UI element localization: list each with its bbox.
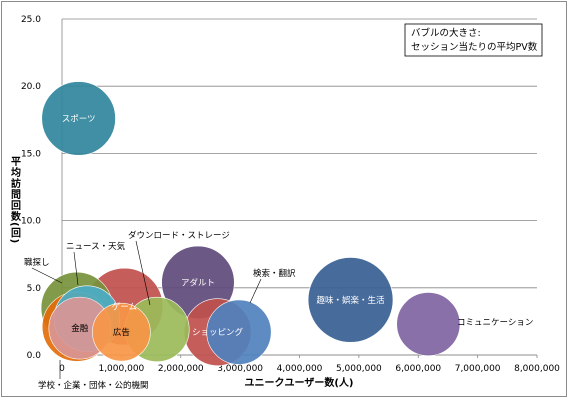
- x-tick-label: 3,000,000: [217, 364, 263, 374]
- size-legend-line-1: バブルの大きさ:: [411, 27, 481, 39]
- y-tick-label: 0.0: [27, 351, 42, 361]
- x-tick-label: 2,000,000: [158, 364, 204, 374]
- bubbles: [40, 81, 461, 366]
- y-tick-label: 5.0: [27, 284, 42, 294]
- leader-line-7: [135, 240, 151, 306]
- x-tick-label: 6,000,000: [395, 364, 441, 374]
- bubble-9: [206, 299, 272, 365]
- x-tick-label: 4,000,000: [277, 364, 323, 374]
- bubble-label-3: ニュース・天気: [66, 241, 126, 252]
- x-axis-title: ユニークユーザー数(人): [245, 376, 354, 389]
- bubble-label-5: 金融: [71, 323, 89, 334]
- bubble-label-7: ダウンロード・ストレージ: [128, 230, 230, 241]
- x-tick-label: 1,000,000: [98, 364, 144, 374]
- bubble-label-12: コミュニケーション: [457, 318, 533, 328]
- bubble-label-10: ショッピング: [192, 327, 244, 338]
- size-legend-note: バブルの大きさ: セッション当たりの平均PV数: [404, 23, 543, 57]
- size-legend-box: [404, 23, 543, 57]
- bubble-label-2: 学校・企業・団体・公的機関: [38, 380, 149, 391]
- bubble-label-11: 趣味・娯楽・生活: [317, 295, 386, 306]
- leader-lines: [31, 240, 262, 379]
- bubble-6: [92, 302, 151, 362]
- bubble-label-8: アダルト: [181, 277, 215, 288]
- x-tick-label: 8,000,000: [514, 364, 560, 374]
- y-tick-label: 10.0: [21, 217, 41, 227]
- y-tick-label: 25.0: [21, 15, 41, 25]
- leader-line-9: [249, 278, 262, 304]
- bubble-label-9: 検索・翻訳: [253, 268, 296, 279]
- x-tick-label: 0: [59, 364, 65, 374]
- leader-line-1: [31, 267, 63, 284]
- x-tick-label: 7,000,000: [455, 364, 501, 374]
- x-tick-label: 5,000,000: [336, 364, 382, 374]
- bubble-12: [396, 292, 461, 357]
- size-legend-line-2: セッション当たりの平均PV数: [411, 41, 538, 53]
- bubble-11: [307, 257, 394, 343]
- bubble-label-6: 広告: [113, 327, 130, 338]
- leader-line-3: [73, 251, 79, 286]
- bubble-label-4: ゲーム: [112, 302, 137, 313]
- tick-labels: 0.0 5.0 10.0 15.0 20.0 25.0 0 1,000,000 2,000,00…: [21, 15, 560, 374]
- bubble-0: [41, 81, 116, 156]
- bubble-label-0: スポーツ: [62, 114, 96, 124]
- y-axis-title: 平均訪問回数(回): [9, 156, 21, 244]
- y-tick-label: 20.0: [21, 82, 41, 92]
- y-tick-label: 15.0: [21, 149, 41, 159]
- bubble-label-1: 職探し: [24, 257, 50, 268]
